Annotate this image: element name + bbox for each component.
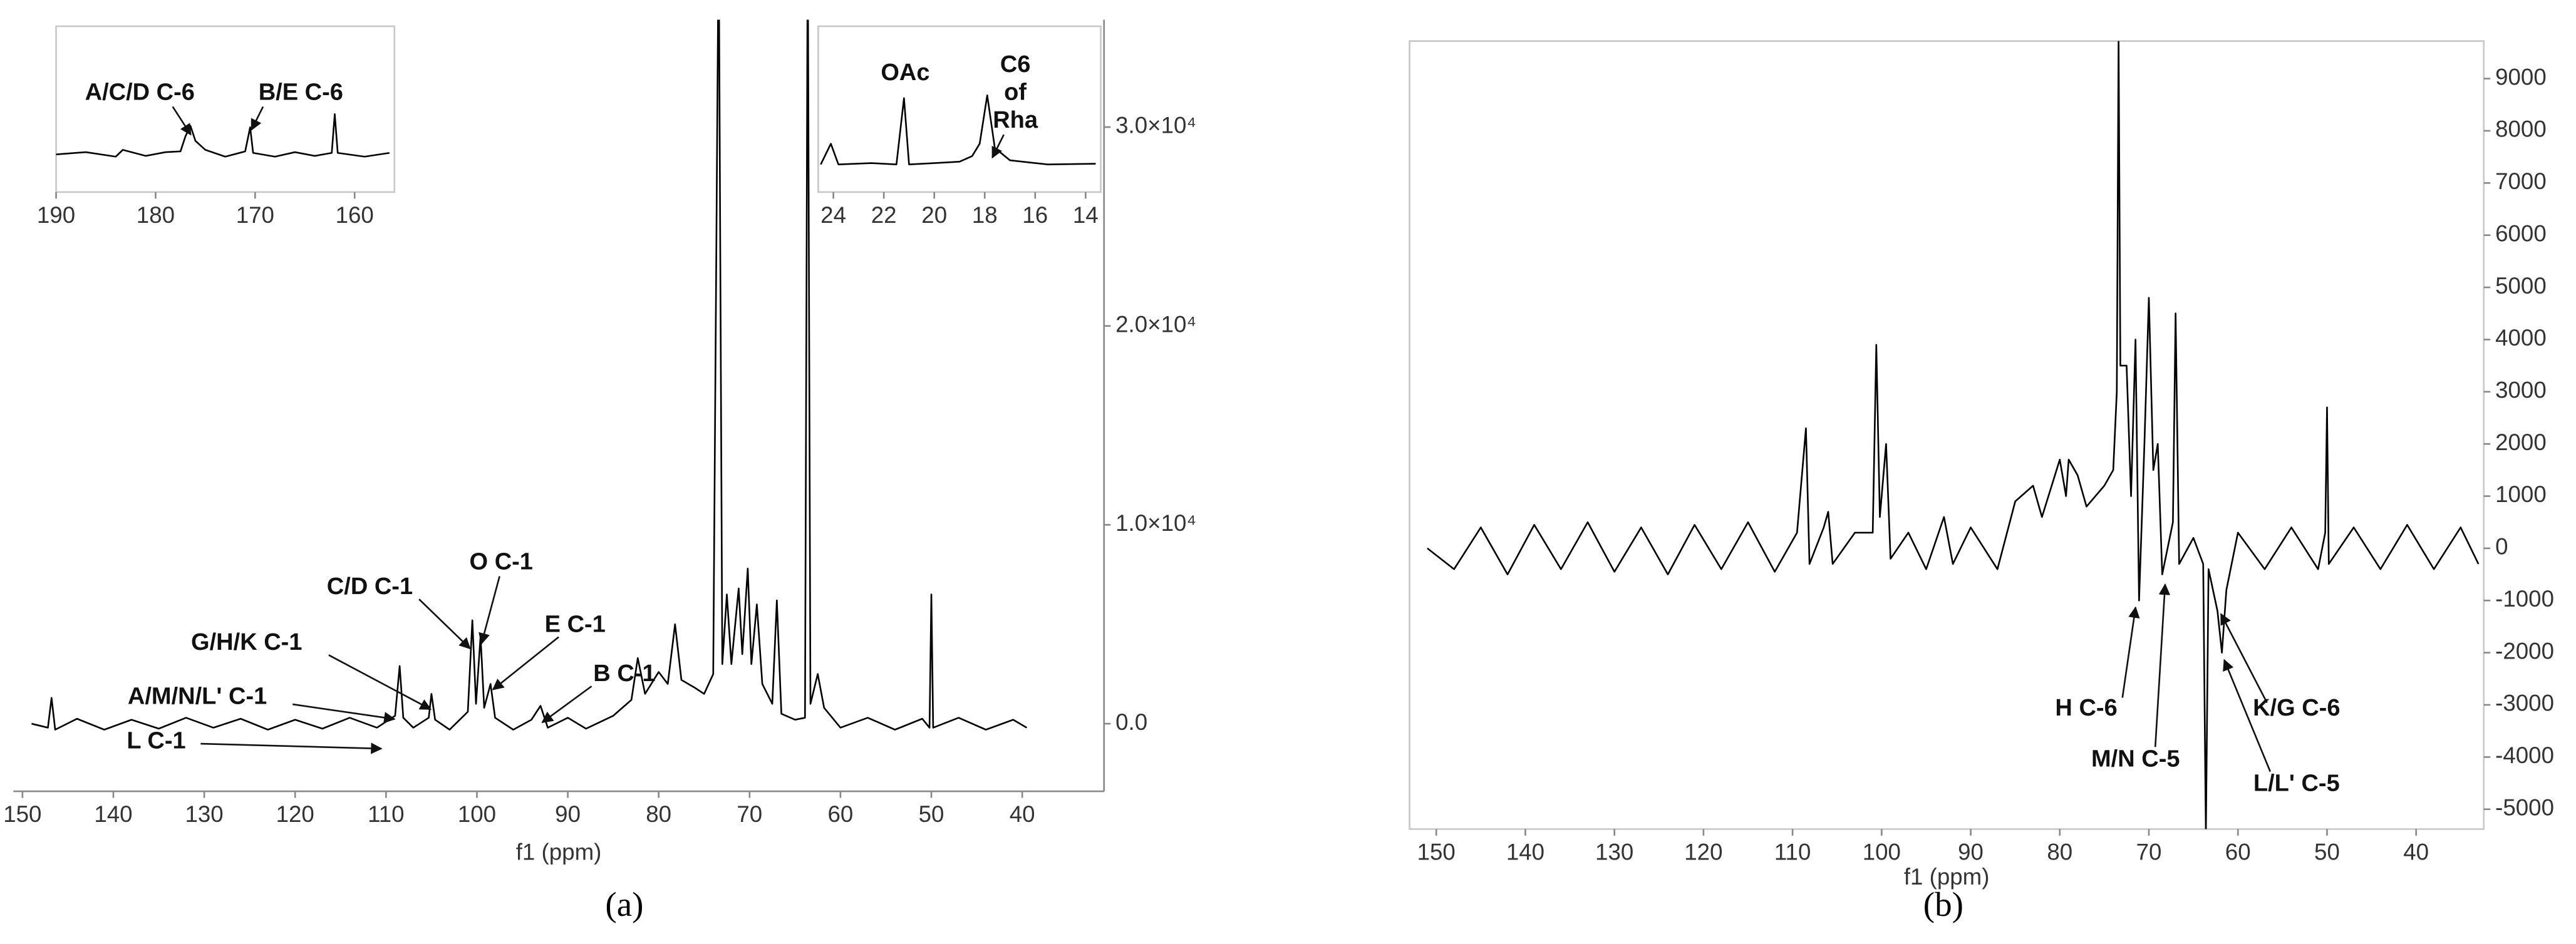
x-tick-label: 40: [2403, 839, 2429, 864]
x-tick-label: 190: [37, 202, 75, 228]
x-tick-label: 90: [1958, 839, 1984, 864]
annotation: E C-1: [545, 611, 606, 637]
x-tick-label: 20: [921, 202, 947, 228]
spectrum-line: [56, 113, 390, 158]
y-tick-label: 2.0×10⁴: [1115, 311, 1196, 337]
y-tick-label: -3000: [2495, 690, 2554, 716]
x-tick-label: 170: [236, 202, 274, 228]
plot-frame: [817, 25, 1102, 193]
annotation-arrow: [251, 106, 264, 131]
x-tick-label: 130: [185, 801, 223, 827]
y-tick-label: -5000: [2495, 794, 2554, 820]
annotation-arrow: [328, 654, 432, 711]
x-tick-label: 140: [94, 801, 132, 827]
y-tick-label: 7000: [2495, 168, 2547, 194]
x-tick-label: 180: [137, 202, 175, 228]
annotation: OAc: [881, 59, 929, 86]
x-tick-label: 110: [1774, 839, 1811, 864]
annotation: K/G C-6: [2253, 695, 2340, 721]
annotation-arrow: [2154, 583, 2171, 747]
y-tick-label: 5000: [2495, 273, 2547, 299]
x-axis-label: f1 (ppm): [1904, 864, 1990, 890]
annotation-arrow: [2223, 659, 2272, 772]
x-tick-label: 60: [2225, 839, 2251, 864]
annotation-arrow: [200, 742, 383, 754]
annotation: A/M/N/L' C-1: [128, 684, 267, 710]
annotation-arrow: [2220, 613, 2268, 704]
y-tick-label: 0: [2495, 534, 2508, 560]
annotation: L/L' C-5: [2253, 771, 2340, 797]
annotation-arrow: [2121, 606, 2140, 698]
x-tick-label: 100: [1863, 839, 1901, 864]
y-tick-label: 3.0×10⁴: [1115, 113, 1196, 138]
y-tick-label: 6000: [2495, 220, 2547, 246]
y-tick-label: -4000: [2495, 742, 2554, 768]
annotation: G/H/K C-1: [191, 629, 302, 655]
y-tick-label: 4000: [2495, 325, 2547, 351]
annotation: M/N C-5: [2091, 746, 2180, 772]
y-tick-label: 1000: [2495, 481, 2547, 507]
y-tick-label: 2000: [2495, 429, 2547, 455]
panel-label: (b): [1923, 885, 1963, 923]
x-tick-label: 40: [1010, 801, 1035, 827]
y-tick-label: 0.0: [1115, 709, 1147, 735]
x-tick-label: 60: [828, 801, 854, 827]
x-tick-label: 24: [820, 202, 846, 228]
x-tick-label: 16: [1022, 202, 1048, 228]
x-tick-label: 22: [871, 202, 897, 228]
x-tick-label: 70: [737, 801, 762, 827]
annotation: Rha: [993, 107, 1038, 133]
x-axis-label: f1 (ppm): [516, 839, 602, 864]
x-tick-label: 110: [368, 801, 405, 827]
x-tick-label: 140: [1506, 839, 1544, 864]
panel-label: (a): [605, 885, 643, 923]
y-tick-label: 3000: [2495, 377, 2547, 403]
annotation: of: [1004, 80, 1027, 106]
spectrum-line: [1427, 41, 2480, 829]
x-tick-label: 18: [972, 202, 998, 228]
x-tick-label: 80: [2047, 839, 2072, 864]
x-tick-label: 150: [3, 801, 41, 827]
annotation: H C-6: [2055, 695, 2117, 721]
spectrum-line: [31, 19, 1028, 731]
y-tick-label: 1.0×10⁴: [1115, 510, 1196, 536]
spectrum-line: [820, 95, 1096, 166]
annotation-arrow: [292, 703, 396, 724]
annotation: L C-1: [127, 727, 185, 754]
plot-frame: [1409, 40, 2485, 830]
annotation-arrow: [492, 636, 559, 690]
annotation: B C-1: [593, 660, 655, 687]
annotation-arrow: [991, 134, 1005, 159]
x-tick-label: 50: [919, 801, 944, 827]
annotation: C/D C-1: [327, 573, 413, 600]
x-tick-label: 50: [2314, 839, 2340, 864]
annotation-arrow: [172, 106, 192, 136]
annotation: O C-1: [470, 549, 533, 575]
annotation-arrow: [418, 598, 471, 650]
x-tick-label: 80: [646, 801, 671, 827]
annotation: A/C/D C-6: [85, 80, 195, 106]
annotation-arrow: [541, 685, 592, 724]
plot-frame: [55, 25, 396, 193]
x-tick-label: 100: [458, 801, 496, 827]
x-tick-label: 130: [1595, 839, 1633, 864]
y-tick-label: -2000: [2495, 638, 2554, 664]
y-tick-label: 9000: [2495, 64, 2547, 90]
x-tick-label: 90: [555, 801, 581, 827]
annotation: C6: [1000, 51, 1031, 78]
y-tick-label: -1000: [2495, 586, 2554, 612]
x-tick-label: 160: [336, 202, 374, 228]
y-tick-label: 8000: [2495, 116, 2547, 142]
x-tick-label: 120: [276, 801, 314, 827]
x-tick-label: 120: [1684, 839, 1722, 864]
x-tick-label: 14: [1073, 202, 1099, 228]
x-tick-label: 70: [2136, 839, 2162, 864]
x-tick-label: 150: [1417, 839, 1456, 864]
annotation-arrow: [478, 576, 500, 645]
annotation: B/E C-6: [259, 80, 343, 106]
